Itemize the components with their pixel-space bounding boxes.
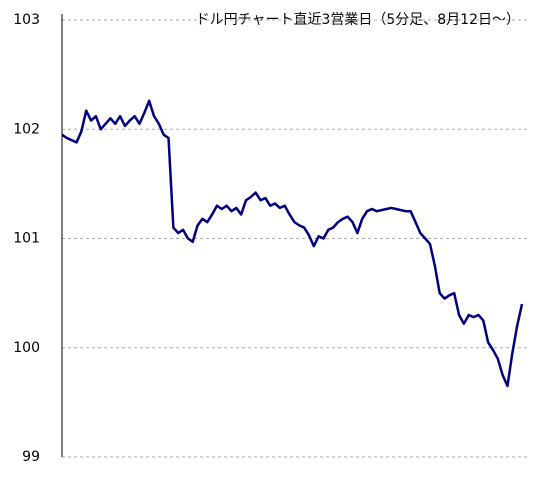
price-line <box>61 99 524 388</box>
y-tick-label: 102 <box>13 121 40 137</box>
y-tick-label: 100 <box>13 340 40 356</box>
y-tick-label: 103 <box>13 12 40 28</box>
y-tick-label: 101 <box>13 231 40 247</box>
y-tick-label: 99 <box>22 449 40 465</box>
